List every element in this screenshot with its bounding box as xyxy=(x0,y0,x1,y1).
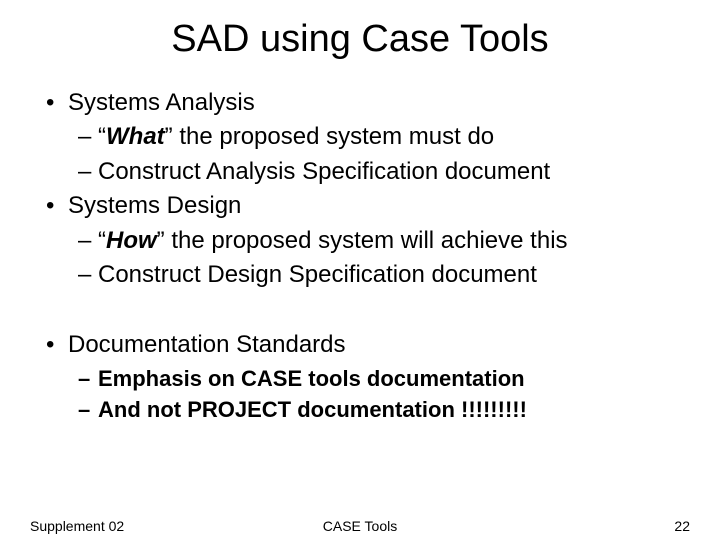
bullet-level1: Documentation Standards xyxy=(40,329,680,361)
bullet-text-pre: “ xyxy=(98,123,106,150)
bullet-level2: “What” the proposed system must do xyxy=(40,121,680,153)
bullet-text-em: How xyxy=(106,227,157,254)
bullet-text-pre: “ xyxy=(98,227,106,254)
bullet-level2-bold: Emphasis on CASE tools documentation xyxy=(40,364,680,394)
bullet-text: Construct Analysis Specification documen… xyxy=(98,158,550,185)
bullet-level1: Systems Design xyxy=(40,190,680,222)
footer-center: CASE Tools xyxy=(0,518,720,534)
bullet-text: Systems Design xyxy=(68,192,241,219)
bullet-text: Systems Analysis xyxy=(68,89,255,116)
slide: SAD using Case Tools Systems Analysis “W… xyxy=(0,0,720,540)
bullet-text: Construct Design Specification document xyxy=(98,261,537,288)
bullet-text: Documentation Standards xyxy=(68,331,346,358)
bullet-level2: Construct Design Specification document xyxy=(40,259,680,291)
spacer xyxy=(40,293,680,329)
bullet-level1: Systems Analysis xyxy=(40,87,680,119)
bullet-level2-bold: And not PROJECT documentation !!!!!!!!! xyxy=(40,395,680,425)
bullet-text-post: ” the proposed system must do xyxy=(165,123,494,150)
bullet-text: Emphasis on CASE tools documentation xyxy=(98,366,525,391)
bullet-text-em: What xyxy=(106,123,165,150)
bullet-level2: Construct Analysis Specification documen… xyxy=(40,156,680,188)
slide-title: SAD using Case Tools xyxy=(40,18,680,61)
bullet-text: And not PROJECT documentation !!!!!!!!! xyxy=(98,397,527,422)
slide-content: Systems Analysis “What” the proposed sys… xyxy=(40,87,680,425)
footer-right: 22 xyxy=(674,518,690,534)
bullet-level2: “How” the proposed system will achieve t… xyxy=(40,225,680,257)
bullet-text-post: ” the proposed system will achieve this xyxy=(157,227,568,254)
